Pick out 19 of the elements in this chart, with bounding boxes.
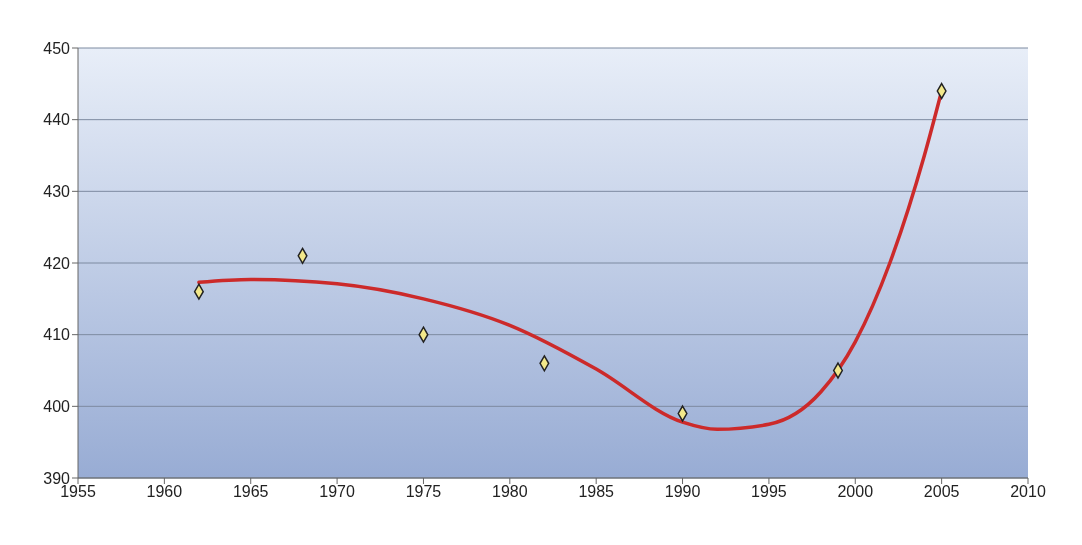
x-tick-label: 1960 [146, 483, 183, 501]
x-tick-label: 1980 [492, 483, 528, 501]
y-tick-label: 420 [43, 254, 71, 272]
y-tick-label: 430 [43, 183, 71, 201]
x-tick-label: 1995 [751, 483, 787, 501]
x-tick-label: 1975 [405, 483, 442, 501]
x-tick-label: 2000 [837, 483, 874, 501]
x-tick-label: 1990 [664, 483, 701, 501]
x-tick-label: 1985 [578, 483, 615, 501]
y-tick-label: 400 [43, 398, 71, 416]
x-tick-label: 2010 [1010, 483, 1046, 501]
point [832, 362, 844, 379]
y-tick-label: 440 [43, 111, 71, 129]
x-tick-label: 2005 [923, 483, 960, 501]
x-tick-label: 1965 [232, 483, 269, 501]
x-tick-label: 1955 [60, 483, 96, 501]
y-tick-label: 410 [43, 326, 71, 344]
x-tick-label: 1970 [319, 483, 355, 501]
y-tick-label: 450 [43, 39, 71, 57]
